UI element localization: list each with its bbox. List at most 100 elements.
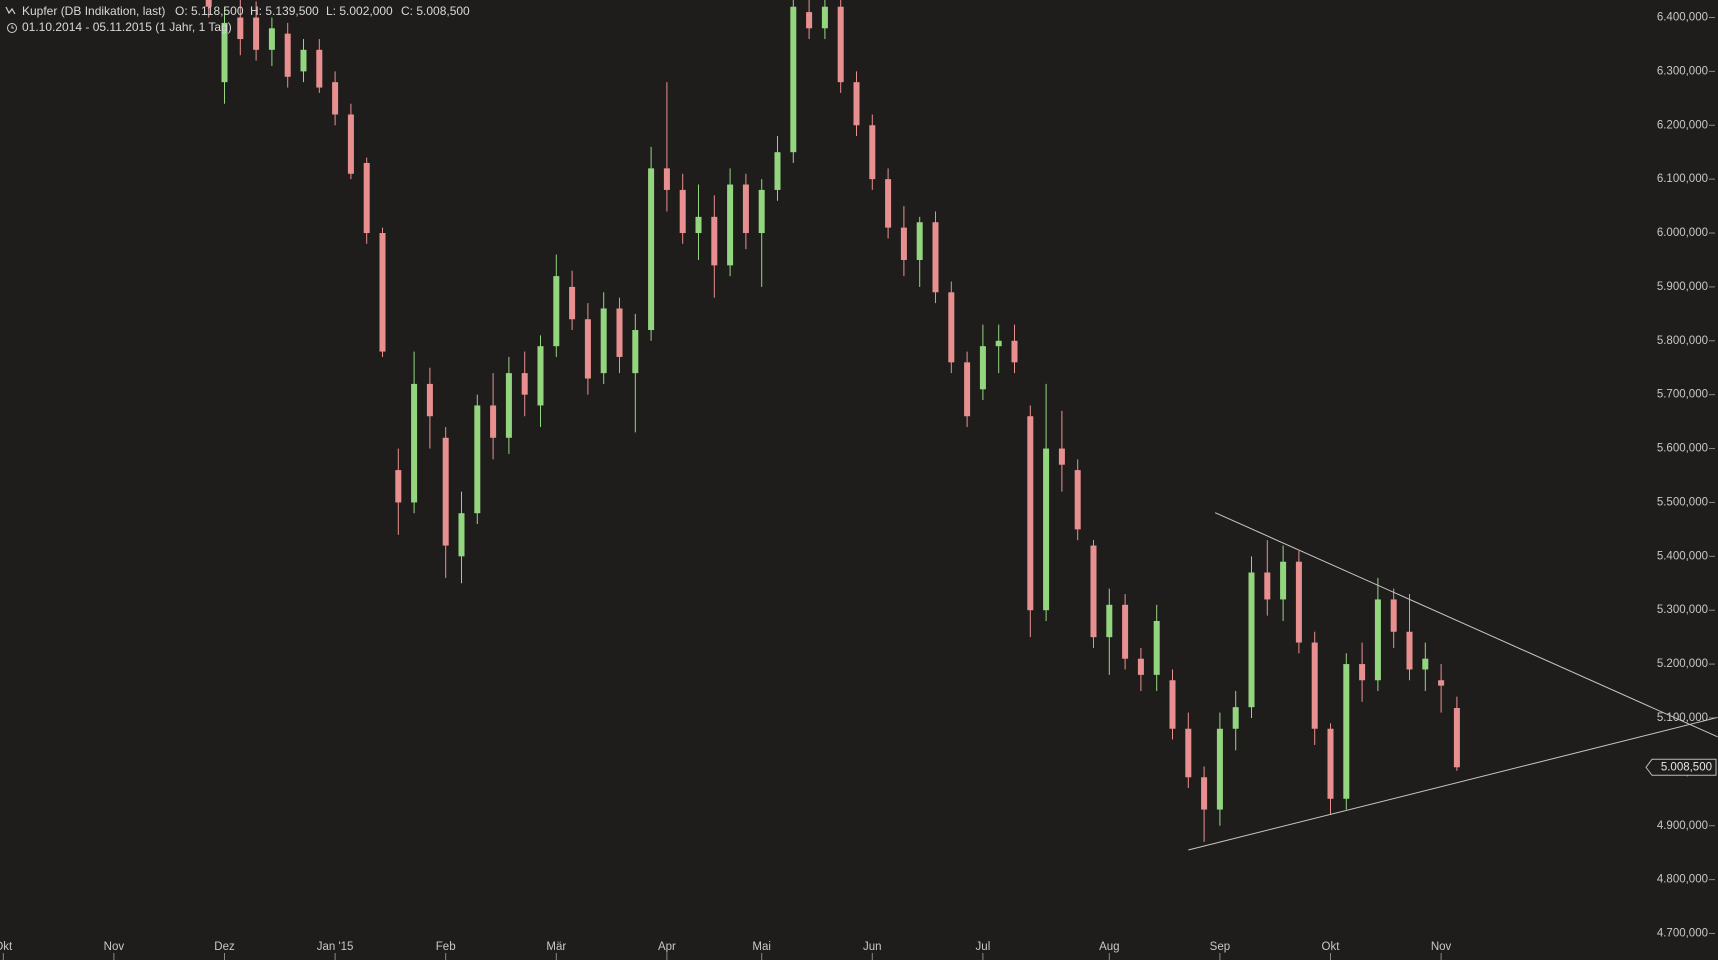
candle-body	[1453, 708, 1460, 768]
header: Kupfer (DB Indikation, last) O: 5.118,50…	[5, 4, 470, 34]
candle-body	[711, 216, 718, 266]
x-tick-label: Apr	[658, 941, 676, 953]
candle-body	[1295, 561, 1302, 643]
clock-icon	[7, 23, 17, 33]
candle-body	[916, 222, 923, 260]
y-tick-label: 4.700,000	[1657, 928, 1708, 940]
candle-body	[237, 17, 244, 40]
candle-body	[442, 437, 449, 546]
x-tick-label: Dez	[214, 941, 235, 953]
candle-body	[1438, 680, 1445, 686]
candle-body	[1422, 658, 1429, 670]
y-tick-label: 4.800,000	[1657, 874, 1708, 886]
y-tick-label: 5.500,000	[1657, 496, 1708, 508]
candle-body	[569, 286, 576, 320]
y-tick-label: 5.200,000	[1657, 658, 1708, 670]
candle-body	[347, 114, 354, 174]
candle-body	[853, 82, 860, 126]
candle-body	[995, 340, 1002, 347]
candle-body	[521, 373, 528, 395]
candle-body	[679, 189, 686, 234]
chart-title: Kupfer (DB Indikation, last)	[22, 4, 165, 18]
candle-body	[316, 49, 323, 88]
y-tick-label: 5.300,000	[1657, 604, 1708, 616]
y-tick-label: 4.900,000	[1657, 820, 1708, 832]
candle-body	[268, 28, 275, 50]
ohlc-high: H: 5.139,500	[250, 4, 319, 18]
candle-body	[632, 330, 639, 374]
candle-body	[1153, 620, 1160, 675]
candle-body	[695, 216, 702, 234]
candle-body	[332, 82, 339, 115]
candle-body	[900, 227, 907, 260]
x-tick-label: Nov	[1431, 941, 1452, 953]
candle-body	[964, 362, 971, 417]
x-tick-label: Okt	[0, 941, 13, 953]
candle-body	[727, 184, 734, 266]
candle-body	[1216, 728, 1223, 810]
candle-body	[1201, 777, 1208, 810]
candle-body	[1248, 572, 1255, 708]
candle-body	[869, 125, 876, 180]
x-tick-label: Jun	[863, 941, 882, 953]
y-tick-label: 5.400,000	[1657, 550, 1708, 562]
ohlc-close: C: 5.008,500	[401, 4, 470, 18]
candle-body	[616, 308, 623, 357]
y-tick-label: 5.700,000	[1657, 389, 1708, 401]
y-tick-label: 6.300,000	[1657, 65, 1708, 77]
candle-body	[1327, 728, 1334, 799]
y-tick-label: 5.800,000	[1657, 335, 1708, 347]
candle-body	[1232, 707, 1239, 729]
ohlc-open: O: 5.118,500	[175, 4, 244, 18]
trendline	[1214, 512, 1718, 738]
y-tick-label: 5.900,000	[1657, 281, 1708, 293]
candle-body	[663, 168, 670, 190]
candle-body	[1137, 658, 1144, 675]
x-tick-label: Sep	[1210, 941, 1230, 953]
candle-body	[790, 6, 797, 153]
candle-body	[1106, 604, 1113, 638]
candle-body	[363, 162, 370, 234]
x-tick-label: Mär	[546, 941, 566, 953]
candle-body	[458, 513, 465, 557]
candle-body	[1011, 340, 1018, 363]
candle-body	[979, 346, 986, 390]
candle-body	[505, 373, 512, 438]
x-tick-label: Nov	[104, 941, 125, 953]
candle-body	[1311, 642, 1318, 729]
candle-body	[411, 383, 418, 503]
candle-body	[1359, 664, 1366, 681]
chart-icon	[5, 6, 16, 15]
y-tick-label: 5.600,000	[1657, 443, 1708, 455]
candle-body	[948, 292, 955, 363]
candle-body	[1280, 561, 1287, 600]
candle-body	[600, 308, 607, 374]
candle-body	[537, 346, 544, 406]
candle-body	[1169, 680, 1176, 729]
candle-body	[932, 222, 939, 293]
candle-body	[742, 184, 749, 234]
x-tick-label: Mai	[752, 941, 771, 953]
candle-body	[1390, 599, 1397, 632]
y-tick-label: 6.000,000	[1657, 227, 1708, 239]
trendline	[1188, 716, 1718, 851]
candle-body	[584, 319, 591, 379]
candle-body	[885, 179, 892, 228]
candle-body	[395, 470, 402, 503]
candle-body	[1343, 664, 1350, 799]
candle-body	[221, 22, 228, 83]
candle-body	[1090, 545, 1097, 638]
candle-body	[253, 17, 260, 50]
candle-body	[774, 152, 781, 190]
candle-body	[1122, 604, 1129, 659]
candle-body	[821, 6, 828, 29]
candle-body	[1058, 448, 1065, 465]
x-tick-label: Feb	[436, 941, 456, 953]
clock-hands	[11, 25, 14, 29]
ohlc-low: L: 5.002,000	[326, 4, 393, 18]
candle-body	[1264, 572, 1271, 600]
last-price-label: 5.008,500	[1661, 761, 1712, 773]
candle-body	[205, 0, 212, 7]
y-tick-label: 6.200,000	[1657, 119, 1708, 131]
